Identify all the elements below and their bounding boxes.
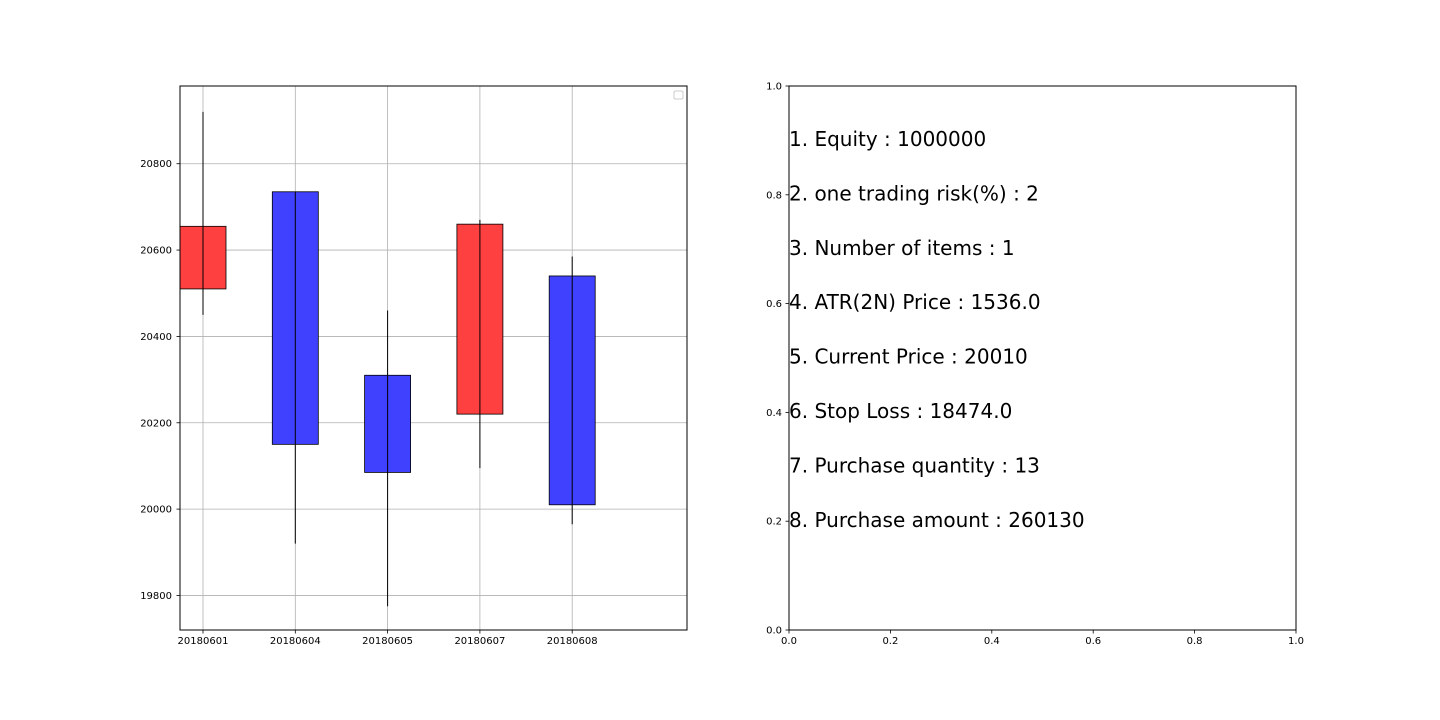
- y-tick-label: 1.0: [766, 82, 782, 93]
- y-tick-label: 19800: [140, 591, 172, 602]
- y-tick-label: 0.4: [766, 408, 782, 419]
- legend-box: [673, 90, 684, 100]
- info-line: 2. one trading risk(%) : 2: [789, 181, 1039, 205]
- plot-frame: [179, 85, 688, 631]
- x-tick-label: 20180605: [362, 636, 413, 647]
- candlestick-chart: 19800 20000 20200 20400 20600 20800 20180601 20…: [140, 85, 688, 647]
- info-text-panel: 0.0 0.2 0.4 0.6 0.8 1.0 0.0 0.2 0.4 0.6 0.8 1.0 1. …: [766, 82, 1304, 648]
- y-tick-label: 0.8: [766, 190, 782, 201]
- grid-lines: [180, 86, 687, 630]
- y-tick-label: 0.6: [766, 299, 782, 310]
- y-tick-label: 20600: [140, 246, 172, 257]
- info-line: 5. Current Price : 20010: [789, 345, 1028, 369]
- info-lines: 1. Equity : 1000000 2. one trading risk(%…: [789, 127, 1085, 532]
- x-tick-label: 20180607: [454, 636, 505, 647]
- info-line: 3. Number of items : 1: [789, 236, 1015, 260]
- info-line: 6. Stop Loss : 18474.0: [789, 399, 1012, 423]
- x-tick-label: 20180608: [547, 636, 598, 647]
- candles: [179, 111, 596, 607]
- text-axis-ticks: 0.0 0.2 0.4 0.6 0.8 1.0 0.0 0.2 0.4 0.6 0.8 1.0: [766, 82, 1304, 648]
- y-tick-label: 20200: [140, 418, 172, 429]
- x-tick-label: 0.8: [1187, 636, 1203, 647]
- info-line: 4. ATR(2N) Price : 1536.0: [789, 290, 1041, 314]
- x-tick-label: 20180604: [270, 636, 321, 647]
- y-tick-label: 20800: [140, 159, 172, 170]
- x-tick-label: 0.0: [781, 636, 797, 647]
- y-tick-label: 0.0: [766, 626, 782, 637]
- info-line: 8. Purchase amount : 260130: [789, 508, 1085, 532]
- x-tick-label: 0.2: [882, 636, 898, 647]
- text-plot-frame: [788, 85, 1297, 631]
- x-tick-label: 0.6: [1085, 636, 1101, 647]
- info-line: 7. Purchase quantity : 13: [789, 453, 1040, 477]
- x-tick-label: 20180601: [178, 636, 229, 647]
- x-tick-label: 0.4: [984, 636, 1000, 647]
- y-tick-label: 0.2: [766, 517, 782, 528]
- y-tick-label: 20000: [140, 505, 172, 516]
- axis-ticks: 19800 20000 20200 20400 20600 20800 20180601 20…: [140, 159, 597, 647]
- y-tick-label: 20400: [140, 332, 172, 343]
- info-line: 1. Equity : 1000000: [789, 127, 986, 151]
- x-tick-label: 1.0: [1288, 636, 1304, 647]
